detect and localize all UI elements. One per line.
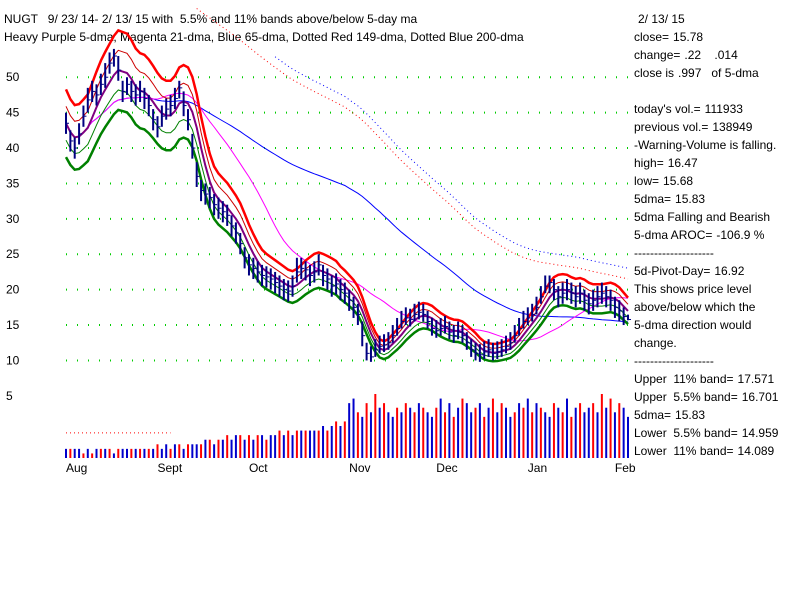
dma5-line [65, 69, 629, 354]
price-bars [65, 48, 631, 362]
stat-label: 5d-Pivot-Day= [634, 264, 711, 278]
stat-row: Upper 11% band= 17.571 [634, 372, 774, 386]
stat-row: close is .997 of 5-dma [634, 66, 759, 80]
stat-label: 5dma= [634, 408, 672, 422]
x-tick-label: Sept [157, 461, 182, 475]
stat-row: low= 15.68 [634, 174, 693, 188]
y-tick-label: 30 [6, 212, 20, 226]
y-tick-label: 50 [6, 70, 20, 84]
y-tick-label: 15 [6, 318, 20, 332]
stat-label: close= [634, 30, 670, 44]
y-axis: 5 10 15 20 25 30 35 40 45 50 [6, 70, 20, 403]
stat-label: above/below which the [634, 300, 756, 314]
stat-label: change. [634, 336, 677, 350]
y-tick-label: 25 [6, 247, 20, 261]
volume-bars [65, 394, 629, 458]
stat-label: This shows price level [634, 282, 752, 296]
stat-label: low= [634, 174, 660, 188]
stat-row: Upper 5.5% band= 16.701 [634, 390, 778, 404]
x-tick-label: Oct [249, 461, 268, 475]
stat-label: -------------------- [634, 246, 714, 260]
dma149-line [196, 8, 629, 280]
stat-row: 5dma Falling and Bearish [634, 210, 770, 224]
stat-row: 5dma= 15.83 [634, 408, 705, 422]
stat-value: .22 .014 [684, 48, 738, 62]
stat-value: .997 of 5-dma [678, 66, 759, 80]
x-tick-label: Dec [436, 461, 457, 475]
stat-label: close is [634, 66, 675, 80]
y-tick-label: 35 [6, 176, 20, 190]
x-tick-label: Jan [528, 461, 547, 475]
stat-value: -106.9 % [716, 228, 765, 242]
stat-row: -------------------- [634, 246, 714, 260]
stat-row: previous vol.= 138949 [634, 120, 752, 134]
stat-row: change= .22 .014 [634, 48, 738, 62]
stat-value: 15.83 [675, 192, 706, 206]
stat-value: 17.571 [737, 372, 775, 386]
stat-value: 111933 [704, 102, 743, 116]
y-tick-label: 40 [6, 141, 20, 155]
stat-value: 16.701 [741, 390, 779, 404]
stat-value: 15.78 [673, 30, 704, 44]
stat-row: This shows price level [634, 282, 751, 296]
legend-text: Heavy Purple 5-dma, Magenta 21-dma, Blue… [4, 30, 524, 44]
stat-row: 5dma= 15.83 [634, 192, 705, 206]
stat-label: change= [634, 48, 681, 62]
stat-label: -Warning-Volume is falling. [634, 138, 777, 152]
stat-label: 5-dma direction would [634, 318, 752, 332]
stat-label: 5dma Falling and Bearish [634, 210, 771, 224]
moving-averages [64, 8, 629, 363]
y-tick-label: 45 [6, 106, 20, 120]
x-tick-label: Feb [615, 461, 636, 475]
stat-row: Lower 11% band= 14.089 [634, 444, 774, 458]
stat-row: change. [634, 336, 677, 350]
stat-row: -Warning-Volume is falling. [634, 138, 776, 152]
stat-value: 14.959 [741, 426, 779, 440]
stat-value: 15.68 [663, 174, 694, 188]
chart-title: NUGT 9/ 23/ 14- 2/ 13/ 15 with 5.5% and … [4, 12, 418, 26]
stat-value: 16.92 [714, 264, 745, 278]
stat-row: 5d-Pivot-Day= 16.92 [634, 264, 744, 278]
stat-row: above/below which the [634, 300, 755, 314]
stat-label: Lower 11% band= [634, 444, 734, 458]
stat-row: Lower 5.5% band= 14.959 [634, 426, 778, 440]
stat-label: 5dma= [634, 192, 672, 206]
dma200-line [274, 56, 629, 269]
stat-label: -------------------- [634, 354, 714, 368]
x-tick-label: Nov [349, 461, 370, 475]
stat-value: 138949 [712, 120, 753, 134]
stat-value: 15.83 [675, 408, 706, 422]
y-tick-label: 5 [6, 389, 13, 403]
chart-date: 2/ 13/ 15 [638, 12, 685, 26]
stat-label: Lower 5.5% band= [634, 426, 738, 440]
stat-row: close= 15.78 [634, 30, 703, 44]
stat-value: 14.089 [737, 444, 775, 458]
stat-row: 5-dma AROC= -106.9 % [634, 228, 764, 242]
stat-label: Upper 11% band= [634, 372, 734, 386]
grid [66, 76, 632, 362]
y-tick-label: 20 [6, 283, 20, 297]
stat-value: 16.47 [667, 156, 698, 170]
stat-label: previous vol.= [634, 120, 709, 134]
x-axis: Aug Sept Oct Nov Dec Jan Feb [66, 461, 636, 475]
lower-11pct-band [64, 108, 629, 363]
lower-5_5pct-band [65, 89, 629, 358]
x-tick-label: Aug [66, 461, 87, 475]
stat-label: today's vol.= [634, 102, 701, 116]
stat-label: high= [634, 156, 664, 170]
stat-label: 5-dma AROC= [634, 228, 713, 242]
stat-label: Upper 5.5% band= [634, 390, 738, 404]
stat-row: high= 16.47 [634, 156, 698, 170]
stat-row: today's vol.= 111933 [634, 102, 743, 116]
y-tick-label: 10 [6, 353, 20, 367]
stat-row: 5-dma direction would [634, 318, 751, 332]
upper-11pct-band [64, 28, 629, 346]
stat-row: -------------------- [634, 354, 714, 368]
